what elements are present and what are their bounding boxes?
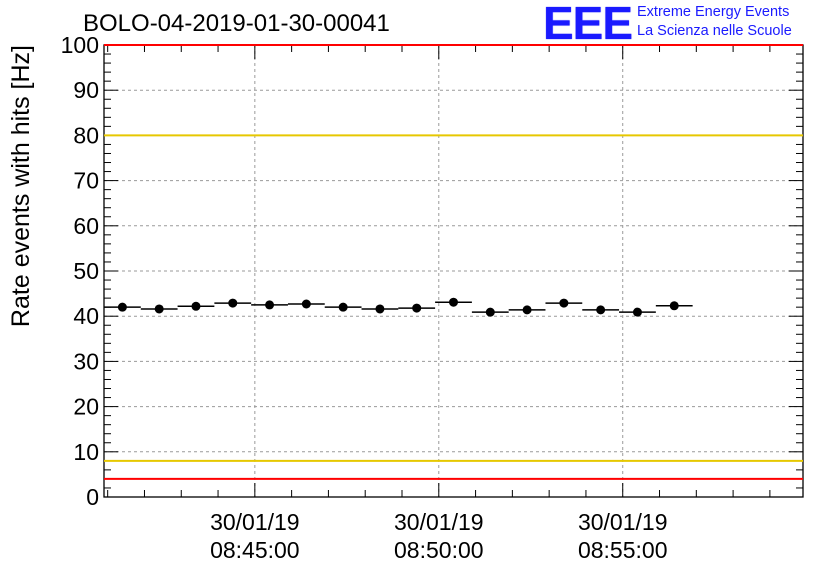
x-tick-label-date: 30/01/19 bbox=[210, 509, 300, 535]
data-point bbox=[375, 304, 385, 314]
data-point bbox=[485, 307, 495, 317]
data-point bbox=[669, 301, 679, 311]
logo-line-1: Extreme Energy Events bbox=[637, 4, 790, 20]
data-point bbox=[228, 298, 238, 308]
data-point bbox=[117, 302, 127, 312]
y-axis-label: Rate events with hits [Hz] bbox=[7, 45, 35, 327]
y-tick-label: 50 bbox=[73, 258, 99, 284]
eee-logo-text: Extreme Energy Events La Scienza nelle S… bbox=[637, 3, 792, 41]
chart-title: BOLO-04-2019-01-30-00041 bbox=[83, 10, 390, 37]
data-point bbox=[596, 305, 606, 315]
data-point bbox=[301, 299, 311, 309]
y-tick-label: 60 bbox=[73, 213, 99, 239]
data-point bbox=[265, 300, 275, 310]
y-tick-label: 40 bbox=[73, 303, 99, 329]
x-tick-label-date: 30/01/19 bbox=[394, 509, 484, 535]
data-point bbox=[191, 301, 201, 311]
x-tick-label-time: 08:45:00 bbox=[210, 537, 300, 563]
y-tick-label: 0 bbox=[86, 484, 99, 510]
data-point bbox=[522, 305, 532, 315]
y-tick-label: 90 bbox=[73, 77, 99, 103]
y-tick-label: 20 bbox=[73, 394, 99, 420]
data-point bbox=[632, 307, 642, 317]
logo-line-2: La Scienza nelle Scuole bbox=[637, 23, 792, 39]
x-tick-label-time: 08:50:00 bbox=[394, 537, 484, 563]
y-tick-label: 10 bbox=[73, 439, 99, 465]
data-point bbox=[559, 298, 569, 308]
data-point bbox=[338, 302, 348, 312]
x-tick-label-date: 30/01/19 bbox=[578, 509, 668, 535]
data-point bbox=[154, 304, 164, 314]
x-tick-label-time: 08:55:00 bbox=[578, 537, 668, 563]
y-tick-label: 80 bbox=[73, 122, 99, 148]
y-tick-label: 100 bbox=[61, 32, 99, 58]
data-point bbox=[412, 303, 422, 313]
data-point bbox=[449, 297, 458, 307]
eee-logo-mark: EEE bbox=[543, 0, 633, 49]
y-tick-label: 70 bbox=[73, 168, 99, 194]
y-tick-label: 30 bbox=[73, 348, 99, 374]
